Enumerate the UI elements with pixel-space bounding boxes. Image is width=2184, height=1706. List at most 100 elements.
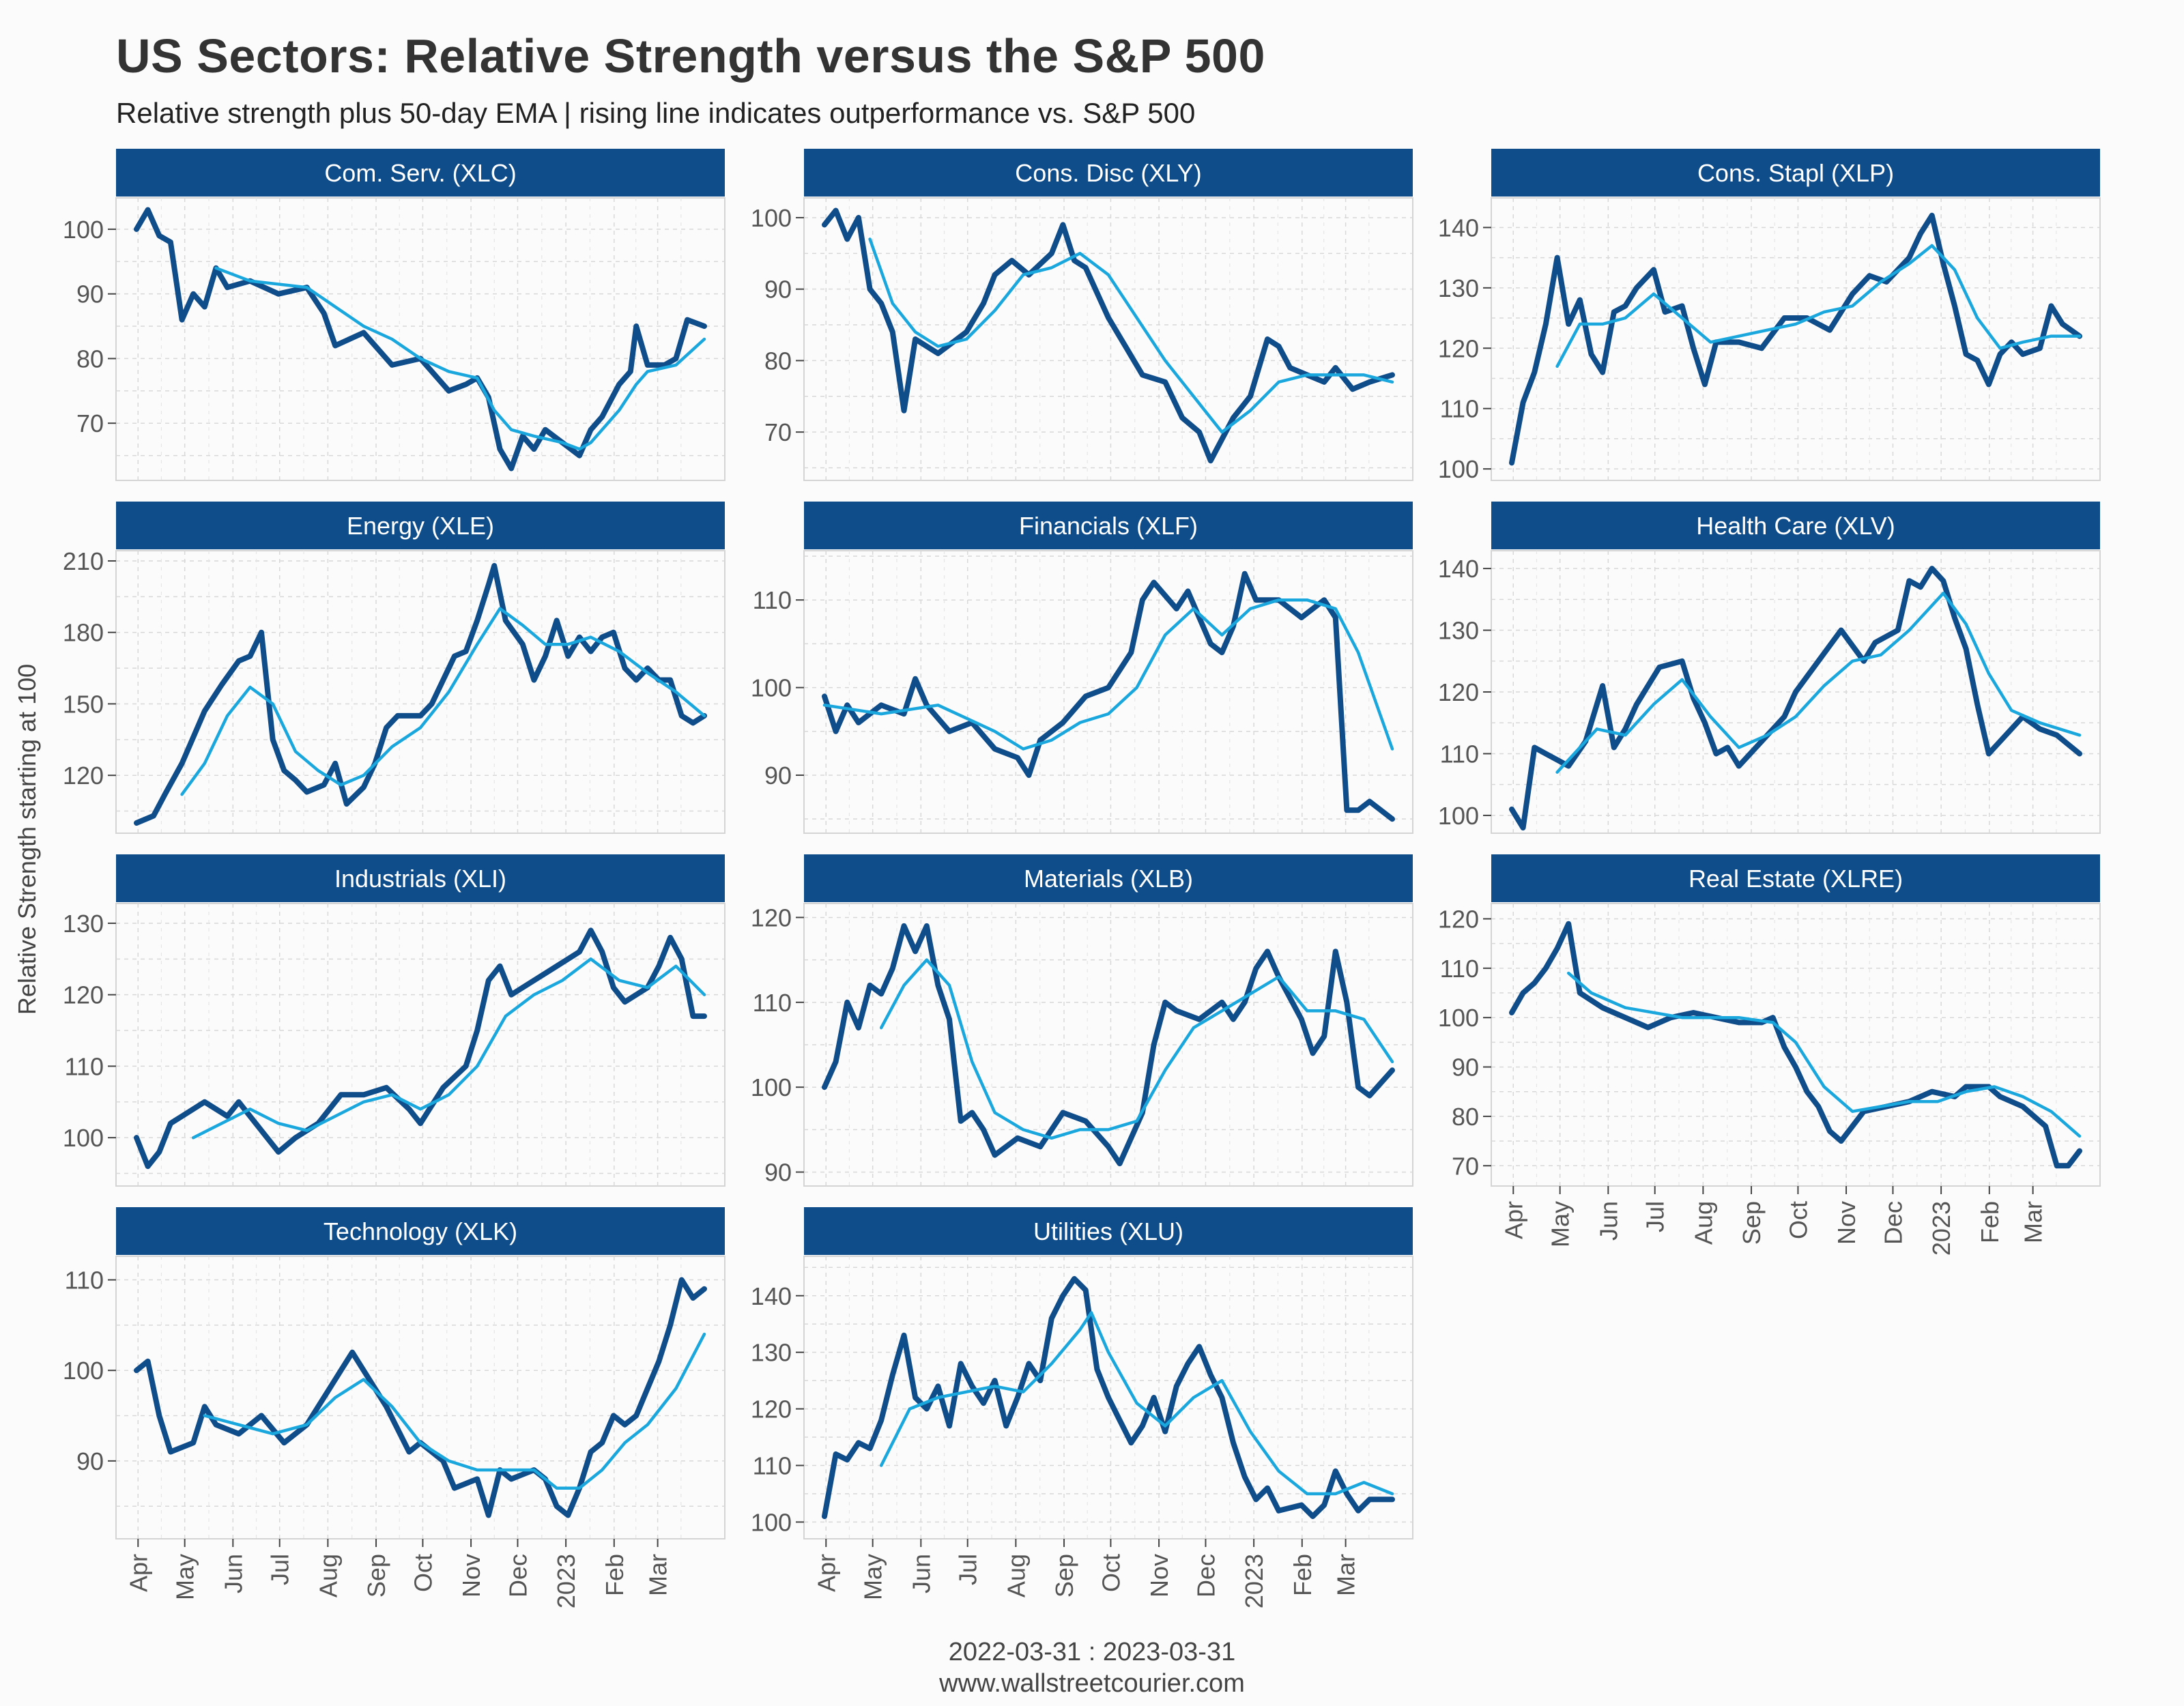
x-tick-label: Dec xyxy=(1879,1201,1907,1245)
x-tick-label: Mar xyxy=(1332,1554,1360,1596)
x-tick-label: Aug xyxy=(314,1554,342,1597)
plot-area xyxy=(115,197,725,481)
x-tick-label: Dec xyxy=(1192,1554,1220,1597)
x-tick-label: Apr xyxy=(1499,1201,1527,1239)
y-tick-label: 90 xyxy=(764,762,792,790)
caption-date-range: 2022-03-31 : 2023-03-31 xyxy=(948,1638,1236,1666)
y-tick-label: 100 xyxy=(751,1508,792,1536)
facet-strip xyxy=(804,502,1413,549)
facet-strip xyxy=(804,1207,1413,1255)
y-tick-label: 90 xyxy=(76,1447,104,1475)
y-tick-label: 110 xyxy=(65,1267,104,1295)
ema-line xyxy=(1555,244,2082,368)
facet-panel: Utilities (XLU) 100 110 120 130 140 Apr May Jun J… xyxy=(751,1207,1413,1608)
y-tick-label: 70 xyxy=(1452,1152,1479,1180)
facet-panel: Com. Serv. (XLC) 70 80 90 100 xyxy=(63,149,725,481)
y-tick-label: 80 xyxy=(764,347,792,375)
y-tick-label: 110 xyxy=(753,586,792,614)
x-tick-label: Aug xyxy=(1689,1201,1717,1245)
x-tick-label: Apr xyxy=(812,1554,840,1592)
relative-strength-line xyxy=(822,923,1395,1167)
y-tick-label: 140 xyxy=(751,1282,792,1310)
x-tick-label: May xyxy=(1547,1201,1575,1247)
facet-strip-label: Energy (XLE) xyxy=(347,512,494,540)
facet-panel: Cons. Disc (XLY) 70 80 90 100 xyxy=(751,149,1413,481)
facet-strip-label: Com. Serv. (XLC) xyxy=(324,159,516,187)
relative-strength-line xyxy=(134,1277,707,1518)
ema-line xyxy=(191,957,706,1140)
y-tick-label: 120 xyxy=(63,981,104,1009)
relative-strength-line xyxy=(134,563,707,826)
plot-area xyxy=(115,903,725,1187)
x-tick-label: Mar xyxy=(2020,1201,2048,1243)
y-tick-label: 100 xyxy=(63,216,104,244)
y-tick-label: 210 xyxy=(63,547,104,575)
x-tick-label: Jul xyxy=(266,1554,294,1585)
x-tick-label: May xyxy=(171,1554,199,1600)
y-tick-label: 100 xyxy=(751,1073,792,1101)
x-tick-label: Oct xyxy=(409,1554,437,1592)
facet-strip xyxy=(116,502,725,549)
y-tick-label: 120 xyxy=(751,903,792,931)
y-tick-label: 110 xyxy=(753,1452,792,1480)
y-tick-label: 110 xyxy=(1440,955,1479,983)
facet-panel: Materials (XLB) 90 100 110 120 xyxy=(751,854,1413,1187)
y-tick-label: 100 xyxy=(63,1124,104,1152)
x-tick-label: Feb xyxy=(601,1554,629,1596)
x-tick-label: 2023 xyxy=(1240,1554,1268,1608)
y-tick-label: 100 xyxy=(63,1357,104,1385)
y-tick-label: 120 xyxy=(1438,678,1479,706)
plot-area xyxy=(115,550,725,834)
chart-subtitle: Relative strength plus 50-day EMA | risi… xyxy=(116,97,1196,129)
facet-panel: Real Estate (XLRE) 70 80 90 100 110 120 Apr May J… xyxy=(1438,854,2101,1256)
facet-panel: Cons. Stapl (XLP) 100 110 120 130 140 xyxy=(1438,149,2101,483)
y-tick-label: 90 xyxy=(764,1159,792,1187)
facet-strip-label: Industrials (XLI) xyxy=(334,865,506,893)
x-tick-label: Jun xyxy=(219,1554,247,1593)
x-tick-label: Sep xyxy=(1050,1554,1078,1597)
ema-line xyxy=(1566,971,2082,1138)
y-tick-label: 80 xyxy=(76,345,104,373)
plot-area xyxy=(803,550,1413,834)
x-tick-label: Jul xyxy=(1641,1201,1669,1232)
facet-strip-label: Financials (XLF) xyxy=(1019,512,1198,540)
plot-area xyxy=(115,1256,725,1539)
facet-strip-label: Cons. Stapl (XLP) xyxy=(1697,159,1894,187)
y-tick-label: 90 xyxy=(764,276,792,304)
facet-strip xyxy=(116,1207,725,1255)
x-tick-label: Jun xyxy=(907,1554,935,1593)
facet-strip-label: Health Care (XLV) xyxy=(1696,512,1895,540)
x-tick-label: Nov xyxy=(1833,1201,1860,1245)
chart-title: US Sectors: Relative Strength versus the… xyxy=(116,29,1265,83)
caption-website: www.wallstreetcourier.com xyxy=(939,1669,1245,1698)
y-tick-label: 150 xyxy=(63,690,104,718)
y-tick-label: 120 xyxy=(1438,334,1479,362)
relative-strength-line xyxy=(822,207,1395,464)
relative-strength-line xyxy=(1509,566,2082,830)
facet-strip xyxy=(1491,149,2100,197)
facet-panel: Industrials (XLI) 100 110 120 130 xyxy=(63,854,725,1187)
relative-strength-line xyxy=(822,570,1395,822)
facet-strip xyxy=(804,854,1413,902)
x-tick-label: Feb xyxy=(1976,1201,2004,1243)
x-tick-label: May xyxy=(859,1554,887,1600)
y-tick-label: 100 xyxy=(1438,802,1479,830)
y-tick-label: 140 xyxy=(1438,214,1479,242)
y-tick-label: 90 xyxy=(1452,1054,1479,1082)
y-tick-label: 90 xyxy=(76,280,104,308)
y-tick-label: 110 xyxy=(65,1052,104,1080)
x-tick-label: Jun xyxy=(1594,1201,1622,1241)
ema-line xyxy=(868,237,1394,434)
y-tick-label: 110 xyxy=(1440,740,1479,768)
x-tick-label: Dec xyxy=(504,1554,532,1597)
x-tick-label: Aug xyxy=(1002,1554,1030,1597)
y-tick-label: 120 xyxy=(1438,905,1479,933)
x-tick-label: Nov xyxy=(1145,1554,1173,1597)
x-tick-label: 2023 xyxy=(1927,1201,1955,1256)
caption: 2022-03-31 : 2023-03-31 www.wallstreetco… xyxy=(0,1636,2184,1699)
y-tick-label: 120 xyxy=(751,1396,792,1423)
facet-strip-label: Technology (XLK) xyxy=(324,1217,517,1245)
facet-panel: Health Care (XLV) 100 110 120 130 140 xyxy=(1438,502,2101,834)
facet-panel: Energy (XLE) 120 150 180 210 xyxy=(63,502,725,834)
y-tick-label: 100 xyxy=(1438,1004,1479,1032)
